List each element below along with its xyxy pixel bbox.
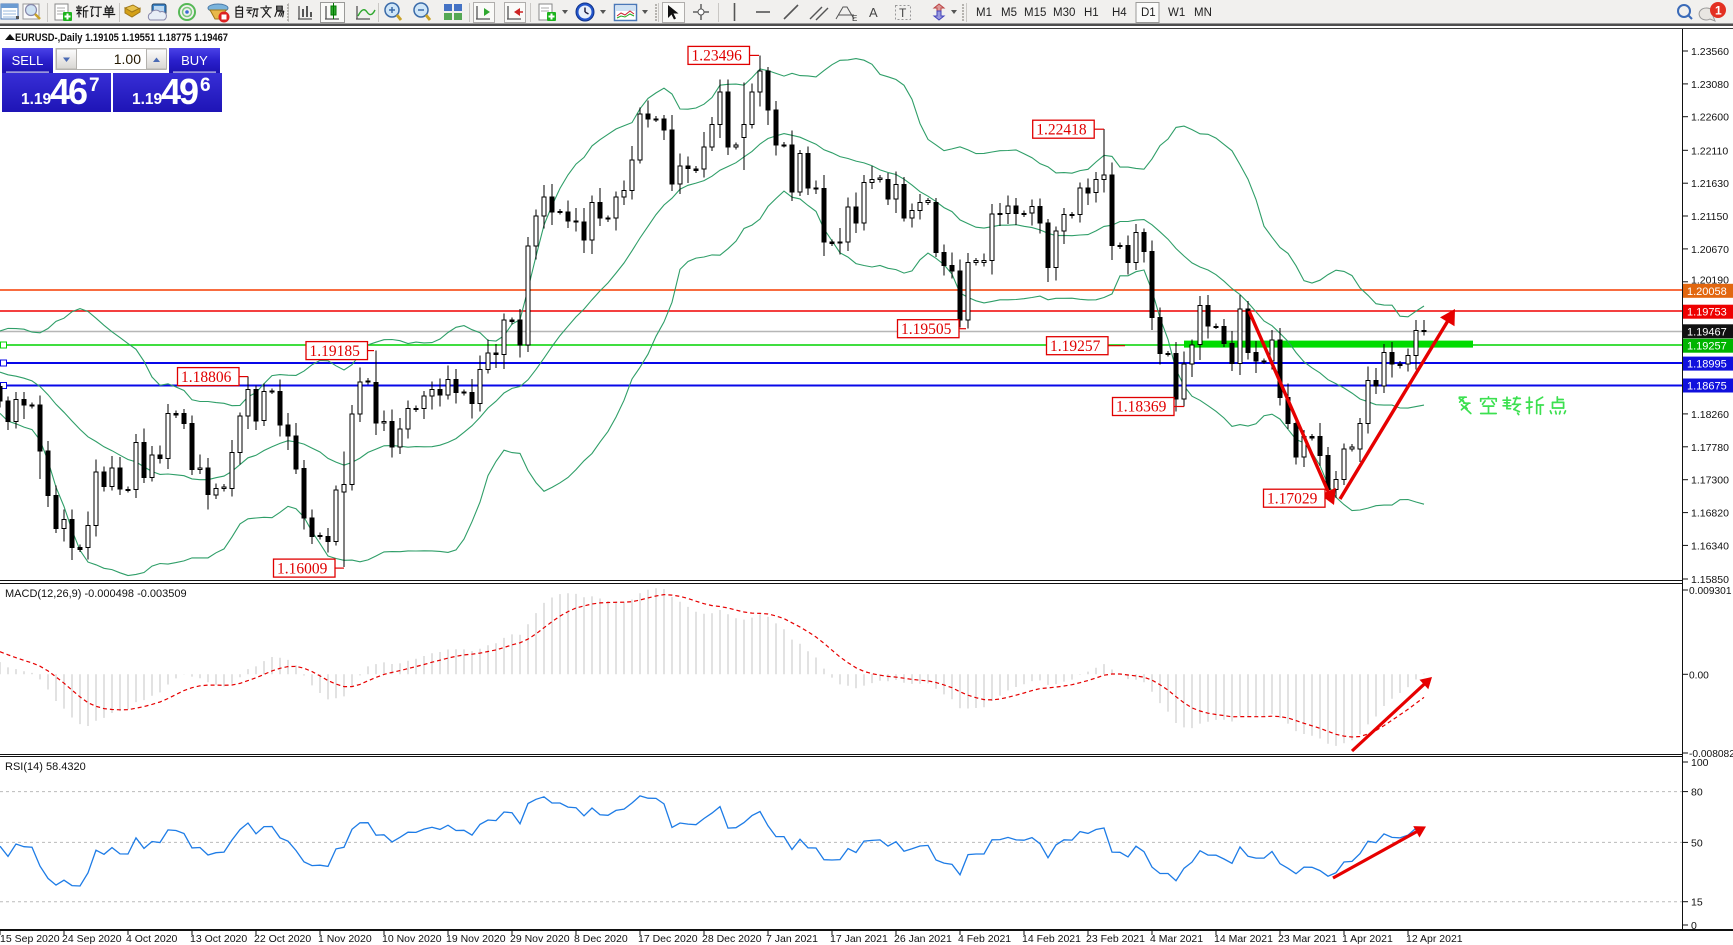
- svg-text:1.18675: 1.18675: [1687, 381, 1727, 393]
- svg-text:24 Sep 2020: 24 Sep 2020: [62, 933, 122, 945]
- svg-text:14 Feb 2021: 14 Feb 2021: [1022, 933, 1081, 945]
- svg-text:1 Nov 2020: 1 Nov 2020: [318, 933, 372, 945]
- svg-text:BUY: BUY: [181, 53, 208, 68]
- svg-text:26 Jan 2021: 26 Jan 2021: [894, 933, 952, 945]
- svg-text:29 Nov 2020: 29 Nov 2020: [510, 933, 570, 945]
- svg-text:1.00: 1.00: [114, 51, 141, 67]
- svg-text:W1: W1: [1168, 7, 1185, 19]
- svg-text:1.18806: 1.18806: [181, 369, 232, 386]
- svg-text:E: E: [852, 14, 857, 23]
- svg-text:MN: MN: [1194, 7, 1212, 19]
- svg-text:H4: H4: [1112, 7, 1127, 19]
- svg-text:1.21630: 1.21630: [1691, 178, 1729, 190]
- svg-text:1.19: 1.19: [132, 91, 163, 108]
- svg-text:0: 0: [1691, 920, 1697, 932]
- svg-text:1.21150: 1.21150: [1691, 211, 1728, 223]
- svg-text:1: 1: [1715, 4, 1722, 18]
- svg-text:1 Apr 2021: 1 Apr 2021: [1342, 933, 1393, 945]
- svg-text:D1: D1: [1141, 7, 1156, 19]
- svg-text:H1: H1: [1084, 7, 1099, 19]
- svg-text:50: 50: [1691, 837, 1703, 849]
- svg-text:1.22600: 1.22600: [1691, 112, 1729, 124]
- svg-text:1.17780: 1.17780: [1691, 442, 1729, 454]
- svg-text:1.20190: 1.20190: [1691, 274, 1729, 286]
- svg-text:1.19257: 1.19257: [1687, 341, 1727, 353]
- svg-text:6: 6: [200, 75, 211, 96]
- svg-text:12 Apr 2021: 12 Apr 2021: [1406, 933, 1463, 945]
- svg-text:100: 100: [1691, 757, 1709, 769]
- svg-text:28 Dec 2020: 28 Dec 2020: [702, 933, 762, 945]
- svg-text:1.23560: 1.23560: [1691, 46, 1729, 58]
- svg-text:7: 7: [89, 75, 100, 96]
- svg-text:4 Feb 2021: 4 Feb 2021: [958, 933, 1011, 945]
- svg-text:22 Oct 2020: 22 Oct 2020: [254, 933, 311, 945]
- svg-text:13 Oct 2020: 13 Oct 2020: [190, 933, 247, 945]
- svg-text:23 Mar 2021: 23 Mar 2021: [1278, 933, 1337, 945]
- svg-text:1.18995: 1.18995: [1687, 359, 1727, 371]
- svg-text:1.17029: 1.17029: [1267, 490, 1318, 507]
- svg-text:A: A: [869, 5, 878, 20]
- svg-text:1.16009: 1.16009: [277, 560, 328, 577]
- svg-text:1.19257: 1.19257: [1050, 338, 1101, 355]
- svg-text:1.17300: 1.17300: [1691, 475, 1729, 487]
- svg-text:1.23080: 1.23080: [1691, 79, 1729, 91]
- svg-text:SELL: SELL: [12, 53, 44, 68]
- svg-text:1.19185: 1.19185: [310, 343, 361, 360]
- svg-text:14 Mar 2021: 14 Mar 2021: [1214, 933, 1273, 945]
- svg-text:M30: M30: [1053, 7, 1075, 19]
- svg-text:M1: M1: [976, 7, 992, 19]
- svg-text:4 Oct 2020: 4 Oct 2020: [126, 933, 178, 945]
- svg-text:1.19: 1.19: [21, 91, 52, 108]
- svg-text:1.22110: 1.22110: [1691, 145, 1728, 157]
- svg-text:1.23496: 1.23496: [692, 48, 743, 65]
- svg-text:MACD(12,26,9) -0.000498 -0.003: MACD(12,26,9) -0.000498 -0.003509: [5, 588, 187, 600]
- svg-text:4 Mar 2021: 4 Mar 2021: [1150, 933, 1203, 945]
- svg-text:0.009301: 0.009301: [1689, 586, 1732, 597]
- svg-text:19 Nov 2020: 19 Nov 2020: [446, 933, 506, 945]
- svg-text:23 Feb 2021: 23 Feb 2021: [1086, 933, 1145, 945]
- svg-text:1.19467: 1.19467: [1687, 326, 1727, 338]
- svg-text:8 Dec 2020: 8 Dec 2020: [574, 933, 628, 945]
- svg-text:17 Dec 2020: 17 Dec 2020: [638, 933, 698, 945]
- svg-text:1.15850: 1.15850: [1691, 574, 1729, 586]
- svg-text:15: 15: [1691, 897, 1703, 909]
- svg-text:7 Jan 2021: 7 Jan 2021: [766, 933, 818, 945]
- svg-text:RSI(14) 58.4320: RSI(14) 58.4320: [5, 761, 86, 773]
- svg-text:1.22418: 1.22418: [1036, 121, 1087, 138]
- svg-text:17 Jan 2021: 17 Jan 2021: [830, 933, 888, 945]
- svg-text:46: 46: [50, 71, 87, 112]
- svg-text:10 Nov 2020: 10 Nov 2020: [382, 933, 442, 945]
- svg-text:M15: M15: [1024, 7, 1046, 19]
- svg-text:49: 49: [161, 71, 198, 112]
- svg-text:EURUSD-,Daily 1.19105 1.19551: EURUSD-,Daily 1.19105 1.19551 1.18775 1.…: [15, 32, 228, 44]
- svg-text:1.18369: 1.18369: [1116, 399, 1167, 416]
- svg-text:1.16340: 1.16340: [1691, 540, 1729, 552]
- svg-text:T: T: [899, 6, 907, 20]
- svg-text:1.18260: 1.18260: [1691, 409, 1729, 421]
- svg-text:15 Sep 2020: 15 Sep 2020: [0, 933, 60, 945]
- svg-text:1.16820: 1.16820: [1691, 508, 1729, 520]
- svg-text:1.19753: 1.19753: [1687, 307, 1727, 319]
- svg-text:80: 80: [1691, 787, 1703, 799]
- svg-text:0.00: 0.00: [1689, 670, 1709, 681]
- svg-text:-0.008082: -0.008082: [1689, 749, 1733, 760]
- svg-text:1.19505: 1.19505: [901, 321, 952, 338]
- svg-text:1.20058: 1.20058: [1687, 286, 1727, 298]
- svg-text:M5: M5: [1001, 7, 1017, 19]
- svg-text:1.20670: 1.20670: [1691, 244, 1729, 256]
